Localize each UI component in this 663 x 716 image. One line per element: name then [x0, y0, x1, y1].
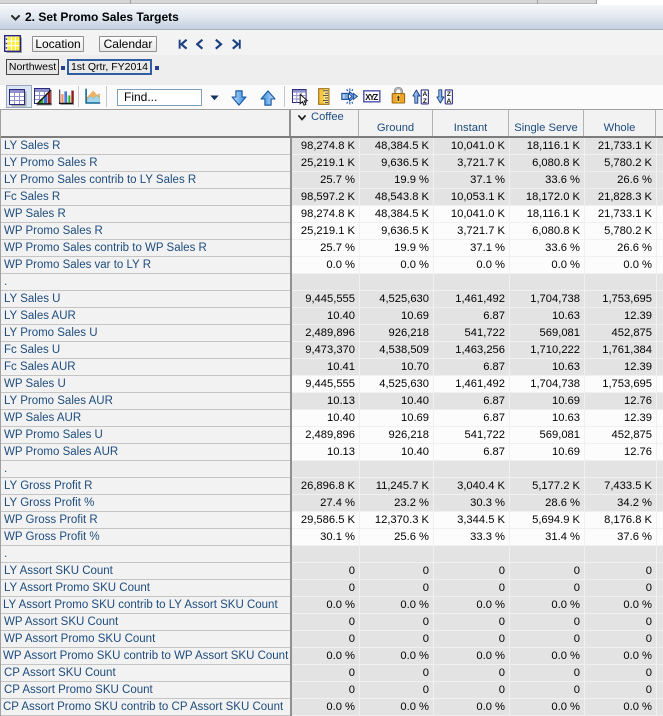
svg-text:A: A [423, 91, 428, 98]
svg-text:A: A [447, 98, 452, 105]
svg-text:Z: Z [447, 91, 451, 98]
svg-text:Z: Z [423, 98, 427, 105]
svg-text:XYZ: XYZ [365, 93, 378, 102]
